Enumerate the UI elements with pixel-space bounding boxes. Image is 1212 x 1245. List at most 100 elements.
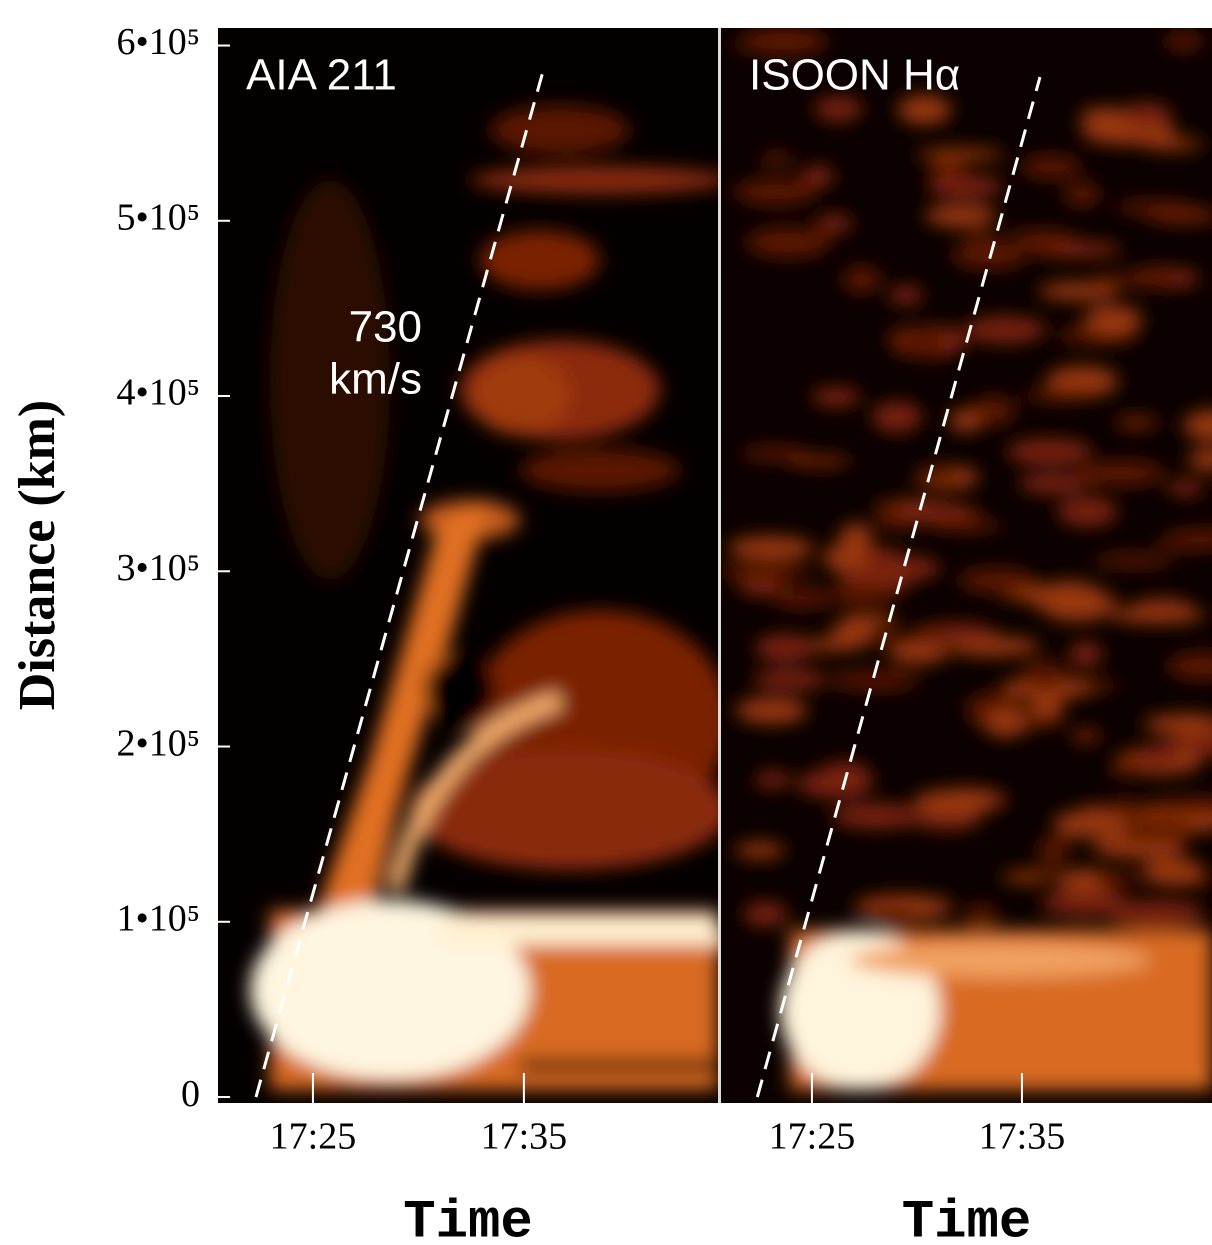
heatmap-blob xyxy=(1079,107,1130,128)
heatmap-blob xyxy=(912,789,999,816)
heatmap-blob xyxy=(1021,389,1096,403)
heatmap-blob xyxy=(1056,496,1118,527)
heatmap-blob xyxy=(1070,728,1101,743)
heatmap-blob xyxy=(300,500,490,960)
heatmap-blob xyxy=(972,395,1016,426)
heatmap-blob xyxy=(963,316,1047,344)
heatmap-blob xyxy=(948,408,983,433)
heatmap-blob xyxy=(1114,199,1195,215)
heatmap-blob xyxy=(772,587,832,609)
y-tick-label: 1•10⁵ xyxy=(116,898,200,940)
heatmap-blob xyxy=(754,771,792,789)
heatmap-blob xyxy=(877,908,910,923)
heatmap-blob xyxy=(841,265,882,294)
x-tick-label: 17:35 xyxy=(979,1116,1066,1158)
heatmap-blob xyxy=(470,355,570,435)
heatmap-blob xyxy=(916,148,1005,161)
heatmap-blob xyxy=(800,165,835,188)
panel-title: ISOON Hα xyxy=(749,51,960,100)
x-axis-label: Time xyxy=(902,1192,1032,1245)
heatmap-blob xyxy=(735,697,808,724)
heatmap-blob xyxy=(924,203,998,228)
heatmap-blob xyxy=(739,28,829,57)
heatmap-blob xyxy=(1164,31,1204,52)
heatmap-blob xyxy=(871,401,923,433)
fit-line xyxy=(755,76,1042,1098)
heatmap-blob xyxy=(744,226,832,259)
heatmap-blob xyxy=(1144,796,1212,815)
heatmap-blob xyxy=(752,669,828,690)
heatmap-blob xyxy=(1040,890,1130,917)
heatmap-blob xyxy=(870,555,941,581)
heatmap-blob xyxy=(984,709,1028,738)
heatmap-blob xyxy=(270,180,390,580)
heatmap-blob xyxy=(1120,102,1173,128)
panel-title: AIA 211 xyxy=(246,51,397,100)
heatmap-blob xyxy=(755,633,814,662)
heatmap-blob xyxy=(957,567,1036,594)
heatmap-blob xyxy=(733,178,817,206)
heatmap-blob xyxy=(897,94,952,125)
y-tick-label: 5•10⁵ xyxy=(116,196,200,238)
heatmap-blob xyxy=(1154,534,1212,551)
heatmap-blob xyxy=(1107,899,1205,928)
heatmap-blob xyxy=(1062,181,1102,207)
heatmap-blob xyxy=(1182,409,1212,442)
heatmap-blob xyxy=(823,543,870,574)
heatmap-blob xyxy=(828,670,921,691)
y-tick-label: 4•10⁵ xyxy=(116,372,200,414)
heatmap-blob xyxy=(1143,713,1212,735)
heatmap-blob xyxy=(811,387,862,407)
heatmap-blob xyxy=(963,904,999,925)
heatmap-blob xyxy=(1037,836,1069,867)
heatmap-blob xyxy=(386,691,563,893)
heatmap-blob xyxy=(900,330,945,356)
heatmap-blob xyxy=(1095,871,1131,888)
heatmap-blob xyxy=(1120,274,1173,289)
heatmap-blob xyxy=(1023,660,1066,690)
heatmap-blob xyxy=(1001,870,1054,884)
heatmap-blob xyxy=(1019,155,1082,179)
heatmap-blob xyxy=(888,285,924,305)
heatmap-blob xyxy=(1075,460,1167,487)
heatmap-blob xyxy=(440,915,718,945)
heatmap-blob xyxy=(743,901,788,927)
y-tick-label: 3•10⁵ xyxy=(116,547,200,589)
heatmap-blob xyxy=(1084,304,1143,336)
y-tick-label: 2•10⁵ xyxy=(116,722,200,764)
x-tick-label: 17:25 xyxy=(270,1116,357,1158)
heatmap-blob xyxy=(815,214,854,234)
heatmap-blob xyxy=(1109,761,1143,778)
heatmap-blob xyxy=(927,518,1005,533)
heatmap-blob xyxy=(829,623,877,645)
x-axis-label: Time xyxy=(403,1192,533,1245)
heatmap-texture xyxy=(250,105,718,1090)
heatmap-blob xyxy=(1141,857,1205,887)
heatmap-blob xyxy=(918,468,958,482)
heatmap-blob xyxy=(831,802,922,829)
x-tick-label: 17:25 xyxy=(769,1116,856,1158)
heatmap-blob xyxy=(1166,479,1206,496)
heatmap-blob xyxy=(1092,553,1175,568)
heatmap-blob xyxy=(1006,438,1093,466)
heatmap-blob xyxy=(927,174,1004,198)
heatmap-blob xyxy=(1018,473,1087,494)
heatmap-blob xyxy=(721,564,813,581)
heatmap-blob xyxy=(470,166,718,194)
heatmap-blob xyxy=(1006,229,1078,247)
heatmap-blob xyxy=(786,454,852,468)
heatmap-blob xyxy=(759,152,795,167)
heatmap-blob xyxy=(1135,744,1181,768)
y-tick-label: 0 xyxy=(181,1073,200,1115)
heatmap-blob xyxy=(1113,819,1195,843)
heatmap-blob xyxy=(1107,605,1207,624)
annotation: km/s xyxy=(329,355,422,404)
heatmap-blob xyxy=(911,811,981,831)
heatmap-blob xyxy=(869,633,962,649)
heatmap-blob xyxy=(490,105,630,155)
heatmap-blob xyxy=(888,642,948,664)
heatmap-blob xyxy=(410,750,718,870)
heatmap-blob xyxy=(1166,652,1212,681)
